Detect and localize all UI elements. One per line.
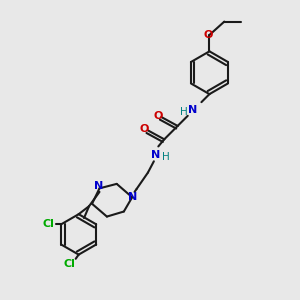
Text: N: N xyxy=(94,181,104,191)
Text: O: O xyxy=(203,30,213,40)
Text: H: H xyxy=(180,107,188,117)
Text: N: N xyxy=(128,192,137,202)
Text: Cl: Cl xyxy=(64,259,76,269)
Text: O: O xyxy=(140,124,149,134)
Text: N: N xyxy=(151,150,160,160)
Text: N: N xyxy=(188,106,198,116)
Text: O: O xyxy=(153,110,162,121)
Text: Cl: Cl xyxy=(42,219,54,229)
Text: H: H xyxy=(162,152,169,162)
